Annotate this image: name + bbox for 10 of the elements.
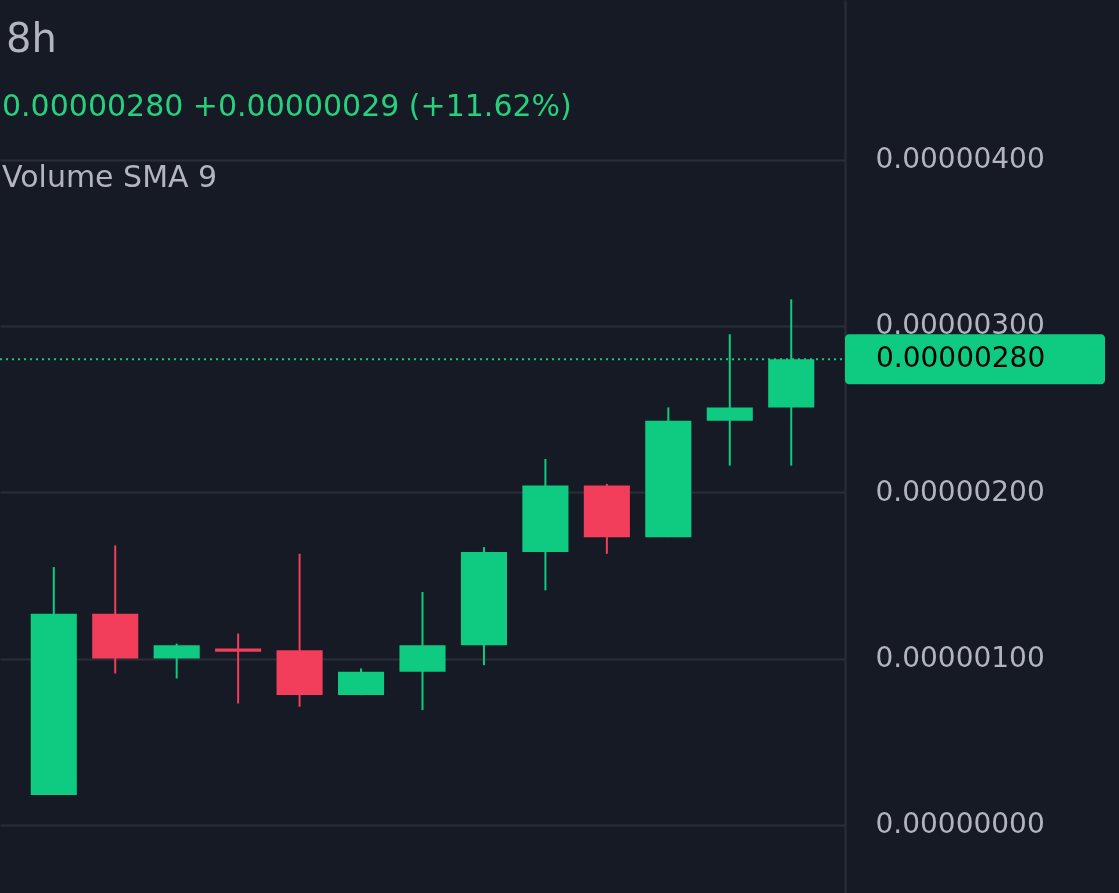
y-tick-label: 0.00000100 xyxy=(875,641,1045,675)
annotation: 0.00000280 +0.00000029 (+11.62%) xyxy=(2,88,572,123)
annotation: Volume SMA 9 xyxy=(2,159,218,194)
candlestick xyxy=(215,632,262,705)
y-tick-label: 0.00000200 xyxy=(875,474,1045,508)
y-tick-label: 0.00000400 xyxy=(875,142,1045,176)
ref-line-label: 0.00000280 xyxy=(876,341,1046,375)
chart-title: 8h xyxy=(6,15,57,61)
y-tick-label: 0.00000300 xyxy=(875,308,1045,342)
y-tick-label: 0.00000000 xyxy=(875,807,1045,841)
